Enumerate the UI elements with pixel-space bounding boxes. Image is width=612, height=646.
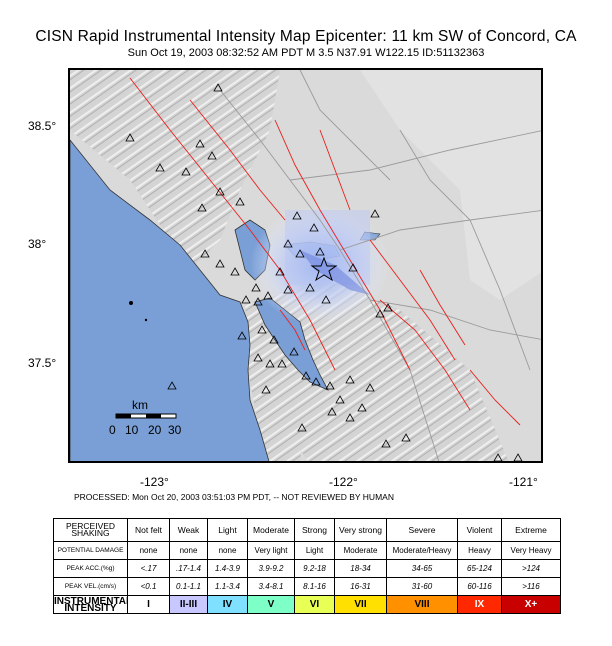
- lon-label-123: -123°: [140, 475, 169, 489]
- legend-row-header: POTENTIAL DAMAGE: [53, 541, 128, 560]
- potential-damage-row: POTENTIAL DAMAGE none none none Very light Li…: [53, 541, 561, 560]
- legend-cell: VI: [294, 595, 335, 614]
- legend-cell: 0.1-1.1: [169, 577, 208, 596]
- central-valley: [360, 70, 541, 300]
- legend-cell: none: [169, 541, 208, 560]
- scale-tick-20: 20: [148, 423, 162, 437]
- legend-cell: V: [247, 595, 295, 614]
- scale-bar: [115, 413, 177, 419]
- legend-row-header: INSTRUMENTAL INTENSITY: [53, 595, 128, 614]
- legend-cell: IV: [207, 595, 248, 614]
- legend-cell: VIII: [386, 595, 458, 614]
- legend-cell: Light: [294, 541, 335, 560]
- farallon-island: [129, 301, 133, 305]
- legend-cell: 1.1-3.4: [207, 577, 248, 596]
- legend-cell: 65-124: [457, 559, 502, 578]
- scale-unit: km: [132, 398, 148, 412]
- legend-cell: X+: [501, 595, 561, 614]
- road-network: [219, 70, 541, 461]
- legend-cell: Violent: [457, 518, 502, 542]
- legend-cell: Weak: [169, 518, 208, 542]
- legend-cell: 9.2-18: [294, 559, 335, 578]
- legend-cell: 18-34: [334, 559, 387, 578]
- legend-cell: Very strong: [334, 518, 387, 542]
- legend-cell: Strong: [294, 518, 335, 542]
- legend-cell: Moderate: [247, 518, 295, 542]
- legend-cell: <.17: [127, 559, 170, 578]
- intensity-legend: PERCEIVED SHAKING Not felt Weak Light Modera…: [53, 518, 561, 614]
- legend-cell: none: [127, 541, 170, 560]
- legend-cell: IX: [457, 595, 502, 614]
- legend-row-header: PEAK VEL.(cm/s): [53, 577, 128, 596]
- lat-label-38-5: 38.5°: [28, 119, 57, 133]
- lat-label-37-5: 37.5°: [28, 356, 57, 370]
- shaking-strong: [300, 250, 370, 295]
- legend-cell: Very Heavy: [501, 541, 561, 560]
- diablo-range: [260, 280, 509, 461]
- legend-cell: .17-1.4: [169, 559, 208, 578]
- scale-tick-30: 30: [168, 423, 182, 437]
- north-coast-ranges: [70, 70, 280, 270]
- map-title: CISN Rapid Instrumental Intensity Map Ep…: [35, 28, 577, 45]
- legend-cell: 60-116: [457, 577, 502, 596]
- lon-label-121: -121°: [509, 475, 538, 489]
- scale-tick-10: 10: [125, 423, 139, 437]
- map-canvas: [70, 70, 541, 461]
- legend-cell: 8.1-16: [294, 577, 335, 596]
- legend-cell: Moderate/Heavy: [386, 541, 458, 560]
- farallon-island-2: [144, 318, 148, 322]
- peak-vel-row: PEAK VEL.(cm/s) <0.1 0.1-1.1 1.1-3.4 3.4-8.1…: [53, 577, 561, 596]
- instrumental-intensity-row: INSTRUMENTAL INTENSITY I II-III IV V VI VII VII…: [53, 595, 561, 614]
- legend-cell: >116: [501, 577, 561, 596]
- legend-cell: 31-60: [386, 577, 458, 596]
- peak-acc-row: PEAK ACC.(%g) <.17.17-1.4 1.4-3.9 3.9-9.2 9.…: [53, 559, 561, 578]
- legend-cell: VII: [334, 595, 387, 614]
- legend-row-header: PERCEIVED SHAKING: [53, 518, 128, 542]
- seismic-stations: [125, 83, 523, 461]
- legend-cell: Very light: [247, 541, 295, 560]
- legend-cell: Light: [207, 518, 248, 542]
- legend-cell: Heavy: [457, 541, 502, 560]
- legend-cell: Extreme: [501, 518, 561, 542]
- intensity-map[interactable]: [68, 68, 543, 463]
- legend-cell: Severe: [386, 518, 458, 542]
- legend-cell: II-III: [169, 595, 208, 614]
- perceived-shaking-row: PERCEIVED SHAKING Not felt Weak Light Modera…: [53, 518, 561, 542]
- legend-cell: >124: [501, 559, 561, 578]
- legend-cell: <0.1: [127, 577, 170, 596]
- legend-cell: I: [127, 595, 170, 614]
- legend-cell: 1.4-3.9: [207, 559, 248, 578]
- map-subtitle: Sun Oct 19, 2003 08:32:52 AM PDT M 3.5 N…: [127, 47, 485, 59]
- legend-cell: Moderate: [334, 541, 387, 560]
- legend-cell: 16-31: [334, 577, 387, 596]
- legend-cell: 3.4-8.1: [247, 577, 295, 596]
- legend-row-header: PEAK ACC.(%g): [53, 559, 128, 578]
- legend-cell: 34-65: [386, 559, 458, 578]
- epicenter-star: [310, 256, 338, 282]
- lat-label-38: 38°: [28, 237, 47, 251]
- lon-label-122: -122°: [329, 475, 358, 489]
- scale-tick-0: 0: [109, 423, 116, 437]
- legend-cell: Not felt: [127, 518, 170, 542]
- processed-note: PROCESSED: Mon Oct 20, 2003 03:51:03 PM …: [74, 492, 394, 502]
- legend-cell: 3.9-9.2: [247, 559, 295, 578]
- pacific-ocean: [70, 139, 270, 461]
- legend-cell: none: [207, 541, 248, 560]
- fault-lines: [129, 77, 521, 426]
